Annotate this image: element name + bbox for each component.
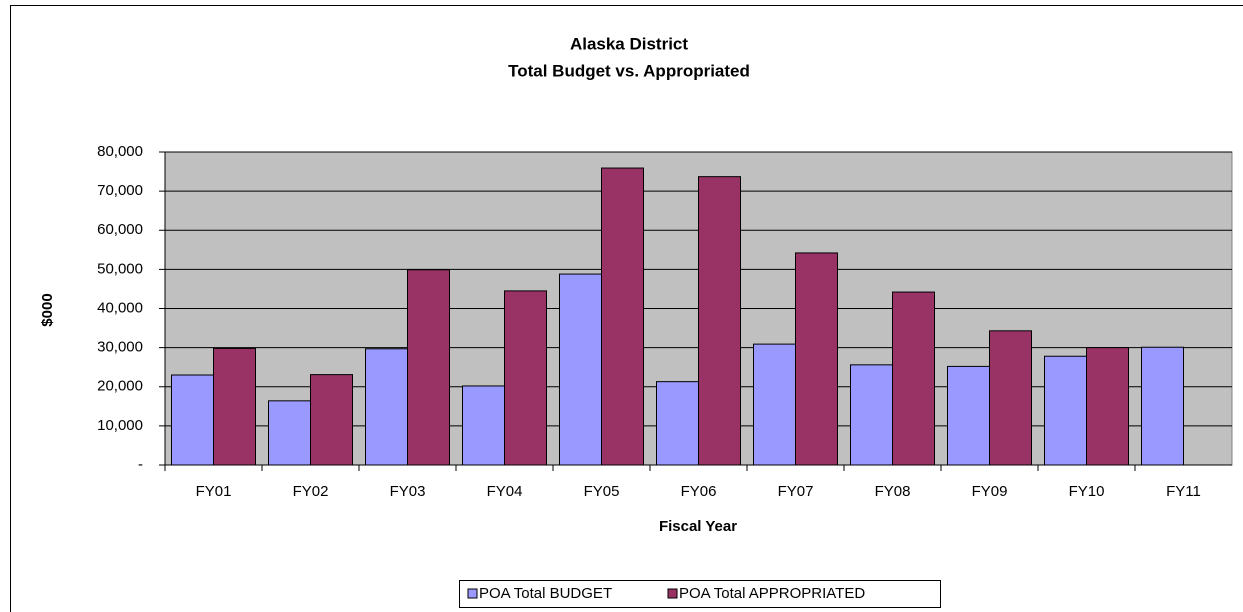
bar xyxy=(1086,347,1129,466)
x-tick-label: FY04 xyxy=(487,483,523,500)
x-tick-label: FY07 xyxy=(778,483,814,500)
bar xyxy=(698,176,741,466)
chart-subtitle: Total Budget vs. Appropriated xyxy=(508,61,750,80)
bar xyxy=(462,385,505,466)
legend-label: POA Total BUDGET xyxy=(479,585,612,602)
bar xyxy=(1141,346,1184,466)
x-tick-label: FY02 xyxy=(293,483,329,500)
x-tick-label: FY01 xyxy=(196,483,232,500)
legend-swatch xyxy=(667,588,678,599)
y-tick-label: 30,000 xyxy=(97,339,143,356)
legend-swatch xyxy=(467,588,478,599)
bar xyxy=(407,269,450,466)
x-tick-label: FY03 xyxy=(390,483,426,500)
y-tick-label: - xyxy=(138,456,143,473)
bar xyxy=(850,364,893,466)
bar xyxy=(947,365,990,466)
y-tick-label: 40,000 xyxy=(97,299,143,316)
bar xyxy=(559,273,602,466)
bar xyxy=(310,374,353,466)
y-axis-label: $000 xyxy=(39,293,56,326)
y-tick-label: 70,000 xyxy=(97,182,143,199)
y-tick-label: 60,000 xyxy=(97,221,143,238)
bar xyxy=(989,330,1032,466)
y-tick-label: 80,000 xyxy=(97,143,143,160)
bar xyxy=(1044,355,1087,466)
x-tick-label: FY06 xyxy=(681,483,717,500)
x-tick-label: FY08 xyxy=(875,483,911,500)
bar xyxy=(504,290,547,466)
bar xyxy=(601,167,644,466)
legend-label: POA Total APPROPRIATED xyxy=(679,585,865,602)
y-tick-label: 20,000 xyxy=(97,378,143,395)
bar xyxy=(171,374,214,466)
bar xyxy=(213,347,256,466)
x-tick-label: FY09 xyxy=(972,483,1008,500)
bar xyxy=(795,252,838,466)
bar xyxy=(753,343,796,466)
chart-title: Alaska District xyxy=(570,34,688,53)
x-tick-label: FY11 xyxy=(1166,483,1201,500)
y-tick-label: 10,000 xyxy=(97,417,143,434)
x-tick-label: FY05 xyxy=(584,483,620,500)
bar xyxy=(656,381,699,466)
legend-box xyxy=(459,580,941,608)
bar xyxy=(892,291,935,466)
bar xyxy=(268,400,311,466)
x-tick-label: FY10 xyxy=(1069,483,1105,500)
bar xyxy=(365,348,408,466)
x-axis-label: Fiscal Year xyxy=(659,518,737,535)
y-tick-label: 50,000 xyxy=(97,260,143,277)
